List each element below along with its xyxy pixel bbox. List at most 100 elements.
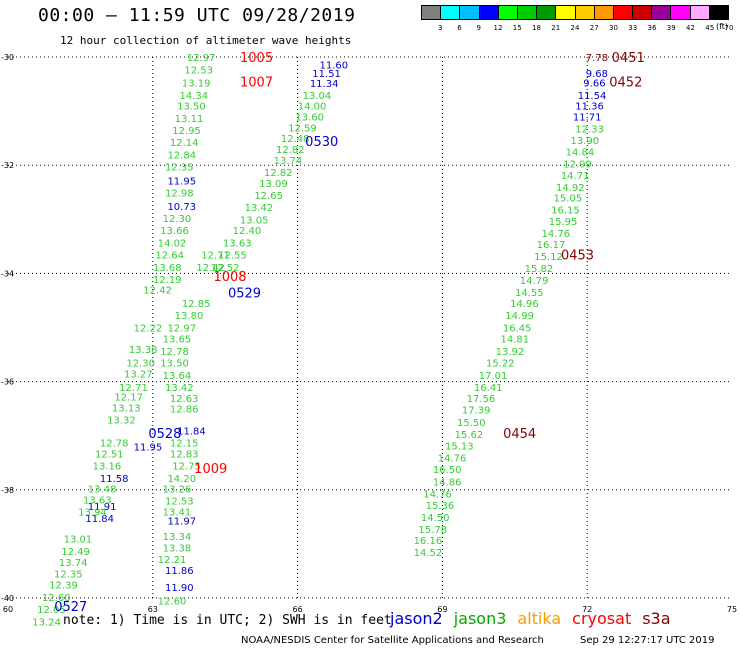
wave-height-jason2: 11.95	[134, 443, 163, 454]
wave-height-jason3: 12.35	[165, 162, 194, 173]
color-scale-cell	[709, 5, 729, 20]
wave-height-jason3: 12.15	[170, 439, 199, 450]
wave-height-jason3: 12.53	[165, 497, 194, 508]
wave-height-jason3: 13.13	[112, 404, 141, 415]
wave-height-jason3: 13.11	[175, 114, 204, 125]
wave-height-jason3: 13.92	[496, 347, 525, 358]
color-scale-cell	[537, 5, 557, 20]
wave-height-jason3: 13.42	[165, 383, 194, 394]
wave-height-jason3: 15.62	[455, 430, 484, 441]
color-scale-tick: 30	[609, 24, 618, 32]
pass-label: 0454	[503, 427, 536, 442]
color-scale-cell	[690, 5, 710, 20]
wave-height-jason3: 13.41	[163, 507, 192, 518]
wave-height-jason2: 11.34	[310, 79, 339, 90]
color-scale-tick: 27	[589, 24, 599, 32]
wave-height-jason3: 12.39	[49, 580, 78, 591]
wave-height-jason3: 13.34	[163, 532, 192, 543]
wave-height-jason3: 12.95	[172, 126, 201, 137]
wave-height-jason2: 9.68	[586, 69, 608, 80]
color-scale-cell	[594, 5, 614, 20]
wave-height-jason3: 12.49	[61, 547, 90, 558]
color-scale-cell	[421, 5, 442, 20]
x-tick-label: 63	[148, 605, 158, 614]
color-scale-tick: 18	[532, 24, 541, 32]
wave-height-jason3: 13.04	[303, 91, 332, 102]
wave-height-jason3: 12.51	[95, 450, 124, 461]
legend-item-s3a: s3a	[642, 609, 671, 628]
x-tick-label: 60	[3, 605, 13, 614]
wave-height-jason3: 17.01	[479, 371, 508, 382]
wave-height-jason3: 14.55	[515, 288, 544, 299]
wave-height-jason3: 15.13	[445, 441, 474, 452]
wave-height-jason3: 13.74	[274, 156, 303, 167]
wave-height-jason3: 12.48	[281, 134, 310, 145]
wave-height-jason3: 12.42	[143, 286, 172, 297]
wave-height-jason3: 13.90	[570, 136, 599, 147]
wave-height-jason3: 13.63	[223, 239, 252, 250]
color-scale-tick: 12	[493, 24, 503, 32]
color-scale-tick: 42	[686, 24, 695, 32]
wave-height-jason3: 12.33	[575, 124, 604, 135]
color-scale-cell	[556, 5, 576, 20]
wave-height-jason3: 13.16	[93, 461, 122, 472]
color-scale-tick: 33	[628, 24, 638, 32]
wave-height-jason3: 14.84	[566, 148, 595, 159]
legend-item-jason2: jason2	[390, 609, 443, 628]
wave-height-jason3: 14.50	[421, 513, 450, 524]
wave-height-jason3: 14.71	[561, 171, 590, 182]
pass-label: 0451	[612, 51, 645, 66]
color-scale-cell	[517, 5, 538, 20]
wave-height-jason3: 12.84	[167, 150, 196, 161]
wave-height-jason3: 14.34	[180, 91, 209, 102]
wave-height-jason3: 12.71	[201, 250, 230, 261]
color-scale-tick: 6	[457, 24, 462, 32]
wave-height-jason3: 16.50	[433, 465, 462, 476]
wave-height-jason3: 15.22	[486, 359, 515, 370]
wave-height-jason3: 15.05	[554, 194, 583, 205]
wave-height-jason3: 16.16	[414, 536, 443, 547]
wave-height-jason3: 12.97	[187, 53, 216, 64]
wave-height-jason3: 12.42	[196, 263, 225, 274]
wave-height-jason3: 12.40	[233, 226, 262, 237]
legend-item-cryosat: cryosat	[572, 609, 632, 628]
wave-height-jason3: 14.79	[520, 276, 549, 287]
wave-height-jason3: 12.35	[54, 570, 83, 581]
pass-label: 1009	[194, 462, 227, 477]
pass-label: 0527	[54, 600, 87, 615]
pass-label: 0452	[609, 75, 642, 90]
wave-height-jason3: 17.56	[467, 394, 496, 405]
wave-height-jason3: 12.78	[100, 439, 129, 450]
wave-height-jason3: 13.38	[163, 544, 192, 555]
wave-height-jason2: 11.97	[167, 517, 196, 528]
wave-height-jason3: 12.19	[153, 275, 182, 286]
wave-height-jason3: 12.97	[167, 324, 196, 335]
y-tick-label: -36	[1, 378, 14, 387]
wave-height-jason3: 15.95	[549, 217, 578, 228]
wave-height-jason3: 13.63	[83, 496, 112, 507]
wave-height-jason2: 11.51	[312, 69, 341, 80]
wave-height-jason3: 12.05	[37, 605, 66, 616]
wave-height-jason2: 11.54	[578, 91, 607, 102]
chart-title: 00:00 – 11:59 UTC 09/28/2019	[38, 5, 356, 26]
wave-height-jason3: 12.59	[288, 123, 317, 134]
wave-height-jason3: 13.01	[64, 534, 93, 545]
color-scale-tick: 70	[724, 24, 734, 32]
wave-height-jason3: 14.96	[510, 299, 539, 310]
pass-label: 1005	[240, 51, 273, 66]
wave-height-jason3: 13.50	[160, 359, 189, 370]
wave-height-jason3: 14.99	[505, 311, 534, 322]
color-scale-cell	[575, 5, 595, 20]
wave-height-jason3: 14.52	[414, 548, 443, 559]
wave-height-jason2: 10.73	[167, 202, 196, 213]
wave-height-jason3: 12.83	[170, 450, 199, 461]
wave-height-jason3: 13.09	[259, 179, 288, 190]
wave-height-jason2: 11.86	[165, 566, 194, 577]
pass-label: 0529	[228, 286, 261, 301]
wave-height-jason3: 13.64	[163, 371, 192, 382]
wave-height-jason2: 11.84	[85, 514, 114, 525]
wave-height-jason3: 12.52	[211, 263, 240, 274]
wave-height-jason3: 12.14	[170, 138, 199, 149]
wave-height-jason3: 14.76	[423, 490, 452, 501]
